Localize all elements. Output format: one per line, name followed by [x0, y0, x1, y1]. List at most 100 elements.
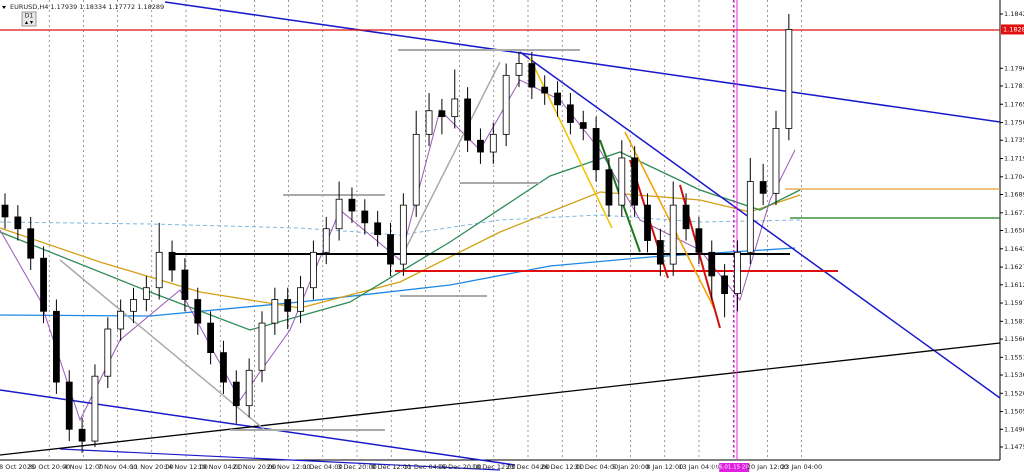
candle-body	[194, 299, 202, 324]
candle-body	[502, 74, 510, 135]
candle-body	[65, 381, 73, 430]
price-label: 1.15815	[1004, 317, 1024, 325]
trendline	[164, 1, 1001, 123]
trendline	[519, 51, 1001, 399]
time-label: 26 Dec 12:00	[540, 463, 584, 471]
candle-body	[53, 310, 60, 383]
time-label: 7 Nov 04:00	[98, 463, 138, 471]
candle-body	[27, 228, 35, 259]
price-label: 1.16125	[1004, 281, 1024, 289]
candle-body	[541, 86, 549, 94]
price-label: 1.17195	[1004, 155, 1024, 163]
time-label: 28 Oct 2025	[0, 463, 35, 471]
price-label: 1.17810	[1004, 82, 1024, 90]
time-highlight	[719, 463, 750, 472]
time-label: 18 Dec 12:00	[472, 463, 516, 471]
price-label: 1.16890	[1004, 191, 1024, 199]
candle-body	[656, 240, 664, 265]
trendline	[59, 259, 266, 431]
time-label: 19 Nov 04:00	[198, 463, 242, 471]
price-label: 1.15665	[1004, 335, 1024, 343]
candle-body	[772, 128, 780, 194]
current-price-label: 1.18289	[1003, 25, 1024, 33]
time-label: 26 Nov 12:00	[267, 463, 311, 471]
time-label: 30 Oct 20:00	[28, 463, 70, 471]
candle-body	[721, 275, 728, 295]
price-label: 1.16735	[1004, 209, 1024, 217]
trendline	[399, 61, 501, 261]
time-label: 8 Dec 12:00	[371, 463, 411, 471]
candle-body	[451, 98, 459, 118]
candle-body	[387, 234, 394, 265]
trendline	[59, 448, 501, 471]
price-label: 1.17655	[1004, 100, 1024, 108]
candle-body	[592, 128, 600, 171]
price-label: 1.15205	[1004, 389, 1024, 397]
price-label: 1.17350	[1004, 136, 1024, 144]
candle-body	[682, 204, 690, 230]
ma-blue	[0, 247, 796, 317]
price-label: 1.14900	[1004, 425, 1024, 433]
price-label: 1.16430	[1004, 245, 1024, 253]
candle-body	[759, 181, 767, 194]
candle-body	[528, 63, 536, 88]
candle-body	[464, 98, 472, 141]
ma-dashed	[0, 214, 801, 236]
candle-body	[477, 139, 484, 153]
time-label: 14 Nov 12:00	[164, 463, 208, 471]
candle-body	[78, 428, 86, 442]
candle-body	[155, 251, 163, 289]
candle-body	[335, 198, 343, 230]
candle-body	[207, 322, 215, 354]
candle-body	[91, 375, 99, 442]
candle-body	[734, 251, 741, 295]
candle-body	[361, 210, 369, 224]
time-label: 13 Jan 04:00	[678, 463, 719, 471]
candle-body	[168, 251, 176, 271]
arrow-down[interactable]	[30, 21, 33, 24]
time-label: 4 Nov 12:00	[64, 463, 104, 471]
axes: 1.18420 1.17960 1.17810 1.17655 1.17500 1.173…	[0, 10, 1024, 472]
candle-body	[399, 204, 407, 265]
candle-body	[271, 299, 279, 324]
candle-body	[412, 133, 420, 206]
candle-body	[258, 322, 266, 371]
candle-body	[618, 157, 626, 206]
trendline	[0, 342, 1001, 456]
candle-body	[554, 92, 561, 106]
time-label: 3 Dec 20:00	[337, 463, 377, 471]
timeframe-label: D1	[25, 13, 34, 20]
timeframe-button[interactable]	[21, 11, 37, 27]
price-label: 1.18420	[1004, 10, 1024, 18]
candle-body	[708, 251, 716, 277]
time-label: 5 Jan 20:00	[612, 463, 649, 471]
price-label: 1.17960	[1004, 64, 1024, 72]
candle-body	[374, 222, 382, 236]
time-label: 23 Dec 04:00	[506, 463, 550, 471]
time-label: 2026.01.15 20:00	[709, 465, 759, 471]
candle-body	[669, 204, 677, 265]
candle-body	[181, 269, 189, 300]
time-label: 21 Nov 20:00	[232, 463, 276, 471]
price-label: 1.14750	[1004, 443, 1024, 451]
candle-body	[438, 110, 446, 118]
candle-body	[567, 104, 574, 123]
arrow-up[interactable]	[25, 21, 28, 24]
candle-body	[515, 63, 523, 76]
candle-body	[489, 133, 497, 153]
price-label: 1.17040	[1004, 173, 1024, 181]
menu-arrow[interactable]	[2, 6, 6, 9]
candle-body	[245, 369, 253, 407]
candle-body	[309, 251, 317, 289]
candle-body	[425, 110, 433, 135]
trendline	[0, 389, 516, 466]
candle-body	[284, 299, 292, 312]
time-label: 11 Nov 20:00	[130, 463, 174, 471]
time-label: 15 Dec 20:00	[438, 463, 482, 471]
time-label: 1 Dec 04:00	[303, 463, 343, 471]
price-label: 1.15360	[1004, 371, 1024, 379]
price-label: 1.16275	[1004, 263, 1024, 271]
ma-orange	[0, 191, 801, 309]
